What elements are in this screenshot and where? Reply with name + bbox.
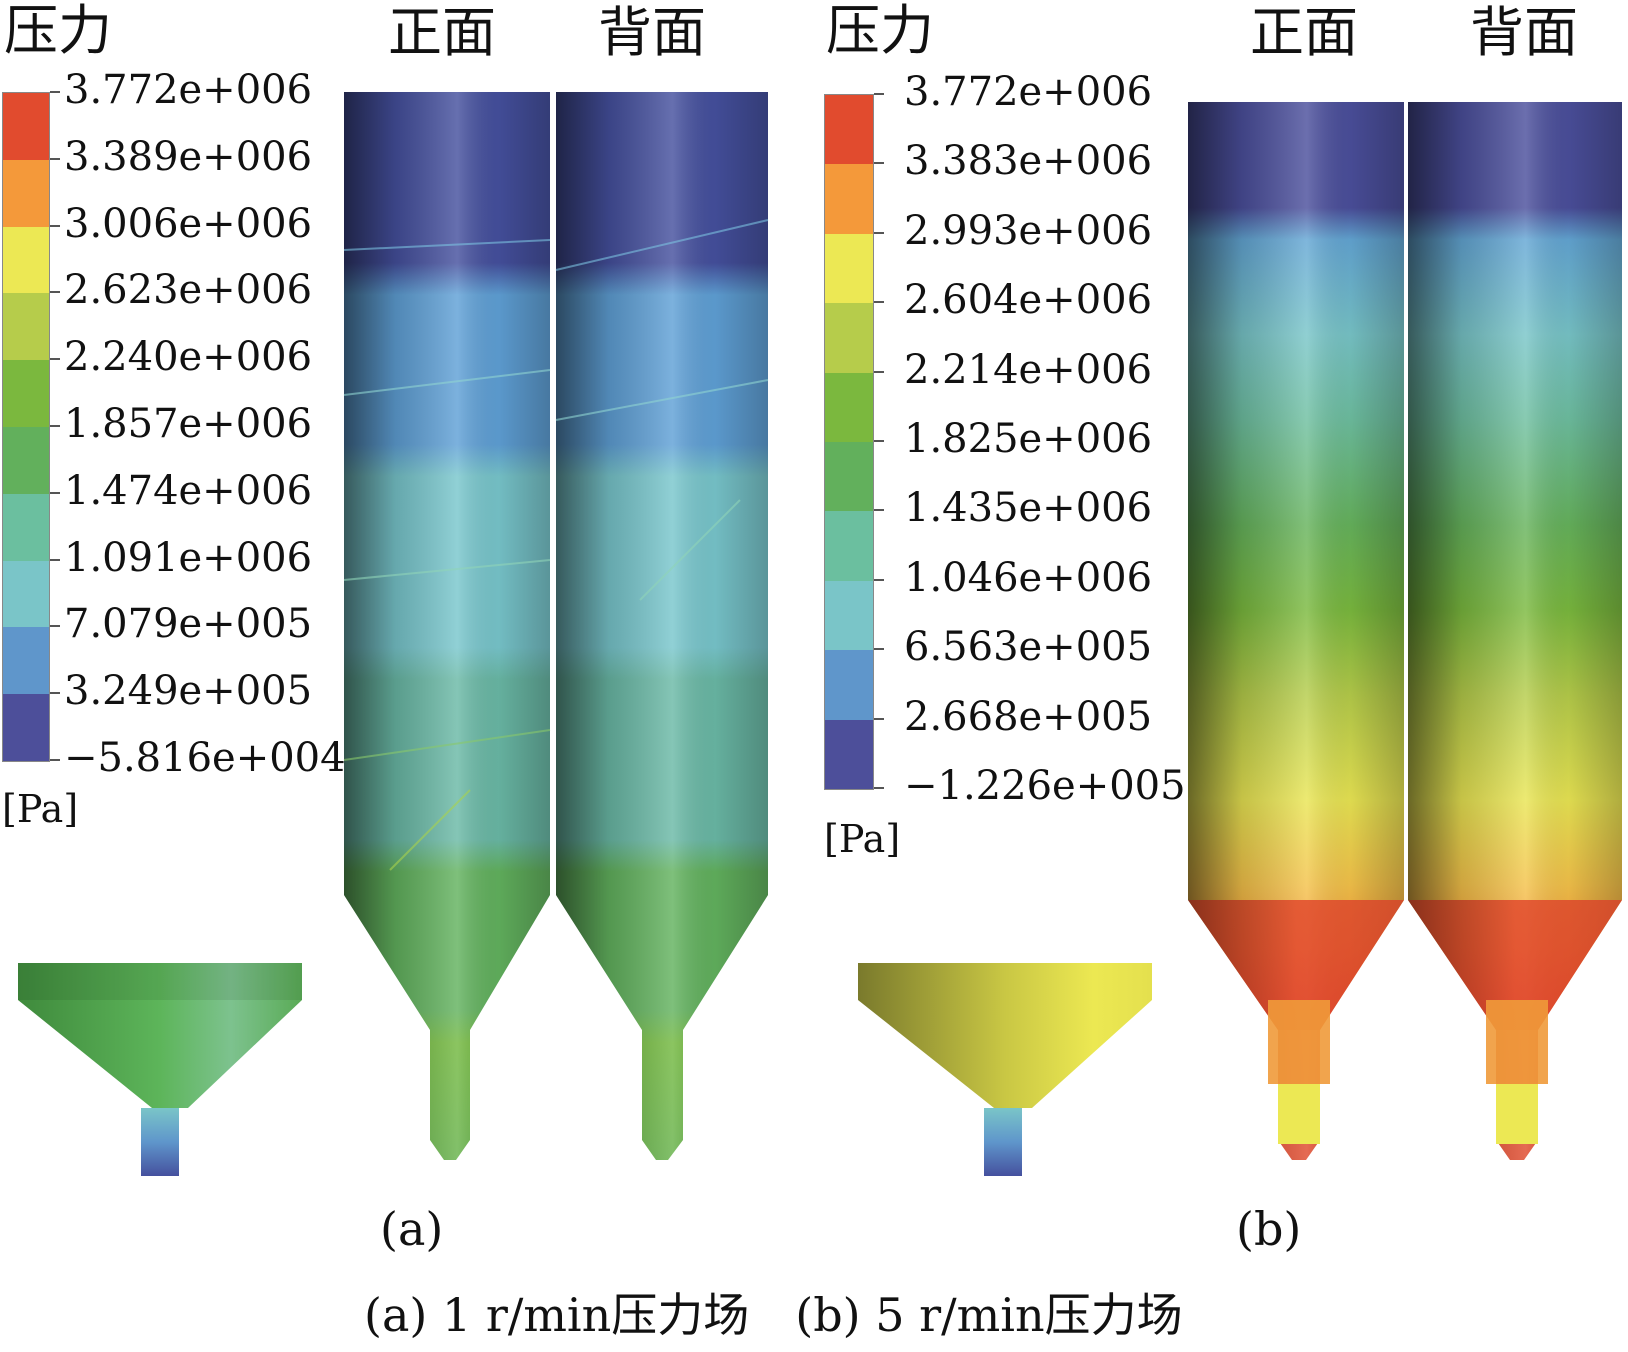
- colorbar-tick-label: 2.623e+006: [64, 267, 313, 314]
- colorbar-band: [3, 93, 49, 161]
- colorbar-tick-label: −5.816e+004: [64, 735, 346, 781]
- colorbar-tick-label: 3.249e+005: [64, 668, 313, 715]
- colorbar-tick-mark: [50, 625, 60, 628]
- colorbar-band: [825, 164, 873, 235]
- colorbar-tick-mark: [50, 157, 60, 160]
- colorbar-tick-mark: [874, 301, 884, 304]
- colorbar-tick-mark: [50, 291, 60, 294]
- colorbar-tick-label: 1.091e+006: [64, 534, 313, 581]
- colorbar-tick-label: 3.389e+006: [64, 133, 313, 180]
- colorbar-band: [3, 360, 49, 428]
- colorbar-band: [825, 372, 873, 443]
- colorbar-tick-label: 1.857e+006: [64, 401, 313, 447]
- colorbar-tick-label: 3.383e+006: [904, 138, 1153, 185]
- front-view-label-a: 正面: [388, 1, 496, 64]
- colorbar-tick-label: 2.604e+006: [904, 277, 1153, 324]
- colorbar-band: [3, 427, 49, 495]
- legend-title-b: 压力: [826, 0, 934, 62]
- panel-letter-a: (a): [380, 1202, 444, 1256]
- figure-caption: (a) 1 r/min压力场 (b) 5 r/min压力场: [364, 1288, 1183, 1342]
- colorbar-tick-mark: [50, 491, 60, 494]
- colorbar-tick-label: 6.563e+005: [904, 624, 1153, 671]
- funnel-b: [858, 963, 1152, 1176]
- colorbar-band: [825, 442, 873, 512]
- colorbar-tick-mark: [50, 692, 60, 695]
- colorbar-tick-mark: [874, 440, 884, 442]
- back-view-label-b: 背面: [1470, 1, 1578, 64]
- colorbar-band: [3, 627, 49, 695]
- colorbar-tick-label: 3.772e+006: [904, 69, 1153, 115]
- panel-letter-b: (b): [1236, 1202, 1302, 1256]
- colorbar-tick-label: 2.240e+006: [64, 334, 313, 381]
- colorbar-band: [825, 95, 873, 165]
- colorbar-tick-mark: [874, 717, 884, 720]
- colorbar-tick-label: 2.668e+005: [904, 693, 1153, 740]
- silo-front-b: [1188, 102, 1404, 1160]
- colorbar-gradient-b: [824, 94, 874, 790]
- colorbar-tick-mark: [874, 231, 884, 234]
- colorbar-band: [3, 560, 49, 628]
- unit-label-b: [Pa]: [824, 817, 901, 861]
- colorbar-band: [3, 293, 49, 361]
- colorbar-tick-label: 2.214e+006: [904, 346, 1153, 393]
- colorbar-tick-mark: [50, 425, 60, 427]
- colorbar-tick-mark: [50, 358, 60, 361]
- colorbar-gradient-a: [2, 92, 50, 762]
- colorbar-tick-label: 7.079e+005: [64, 601, 313, 648]
- colorbar-band: [825, 719, 873, 790]
- colorbar-tick-mark: [874, 93, 884, 95]
- colorbar-tick-mark: [874, 509, 884, 512]
- colorbar-band: [825, 303, 873, 374]
- colorbar-band: [3, 159, 49, 228]
- colorbar-tick-mark: [874, 648, 884, 651]
- colorbar-band: [825, 650, 873, 721]
- colorbar-tick-label: 1.474e+006: [64, 467, 313, 514]
- colorbar-band: [825, 233, 873, 304]
- colorbar-tick-mark: [874, 578, 884, 581]
- colorbar-tick-label: 1.046e+006: [904, 554, 1153, 601]
- colorbar-band: [825, 580, 873, 651]
- colorbar-band: [3, 226, 49, 294]
- colorbar-tick-mark: [874, 162, 884, 165]
- colorbar-tick-mark: [50, 558, 60, 561]
- colorbar-band: [3, 493, 49, 562]
- colorbar-tick-mark: [50, 91, 60, 93]
- colorbar-band: [3, 694, 49, 762]
- silo-back-a: [555, 92, 769, 1160]
- legend-title-a: 压力: [4, 0, 112, 62]
- colorbar-tick-mark: [874, 787, 884, 789]
- colorbar-tick-label: −1.226e+005: [904, 763, 1186, 809]
- unit-label-a: [Pa]: [2, 787, 79, 831]
- colorbar-tick-mark: [50, 759, 60, 761]
- colorbar-tick-label: 2.993e+006: [904, 207, 1153, 254]
- silo-back-b: [1408, 102, 1622, 1160]
- colorbar-tick-label: 3.772e+006: [64, 67, 313, 113]
- colorbar-tick-mark: [874, 370, 884, 373]
- silo-front-a: [343, 92, 551, 1160]
- colorbar-tick-mark: [50, 224, 60, 227]
- colorbar-tick-label: 1.825e+006: [904, 416, 1153, 462]
- front-view-label-b: 正面: [1250, 1, 1358, 64]
- colorbar-band: [825, 511, 873, 582]
- colorbar-tick-label: 1.435e+006: [904, 485, 1153, 532]
- funnel-a: [18, 963, 302, 1176]
- back-view-label-a: 背面: [598, 1, 706, 64]
- colorbar-tick-label: 3.006e+006: [64, 200, 313, 247]
